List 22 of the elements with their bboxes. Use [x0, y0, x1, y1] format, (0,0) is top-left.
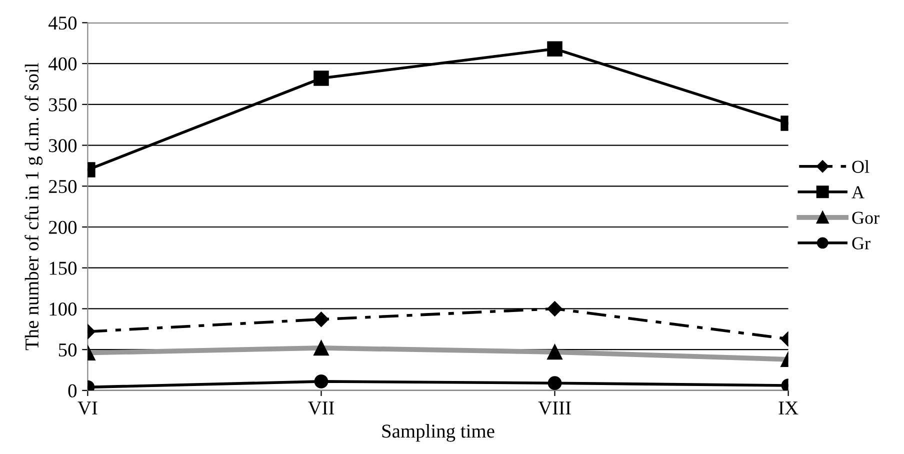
y-tick-label: 100 — [50, 302, 77, 316]
y-tick-label: 250 — [48, 180, 77, 194]
y-tick-label: 450 — [48, 16, 77, 30]
y-tick-label: 50 — [58, 343, 77, 357]
x-tick-label: VIII — [538, 402, 571, 415]
point — [314, 374, 328, 388]
x-tick-label: IX — [778, 402, 798, 414]
x-tick-label: VII — [308, 402, 334, 415]
y-tick-label: 400 — [48, 57, 77, 70]
x-axis-title: Sampling time — [382, 424, 494, 442]
y-tick-label: 0 — [68, 384, 77, 398]
legend-label: Gor — [852, 212, 880, 224]
point — [548, 376, 562, 390]
legend-label: A — [852, 186, 864, 198]
legend-label: Gr — [852, 237, 870, 250]
y-tick-label: 200 — [48, 220, 77, 234]
y-axis-title: The number of cfu in 1 g d.m. of soil — [24, 63, 43, 350]
y-tick-label: 300 — [49, 139, 77, 152]
legend-label: Ol — [852, 160, 870, 173]
x-tick-label: VI — [78, 402, 98, 415]
y-tick-label: 150 — [50, 262, 77, 275]
y-tick-label: 350 — [49, 98, 77, 112]
